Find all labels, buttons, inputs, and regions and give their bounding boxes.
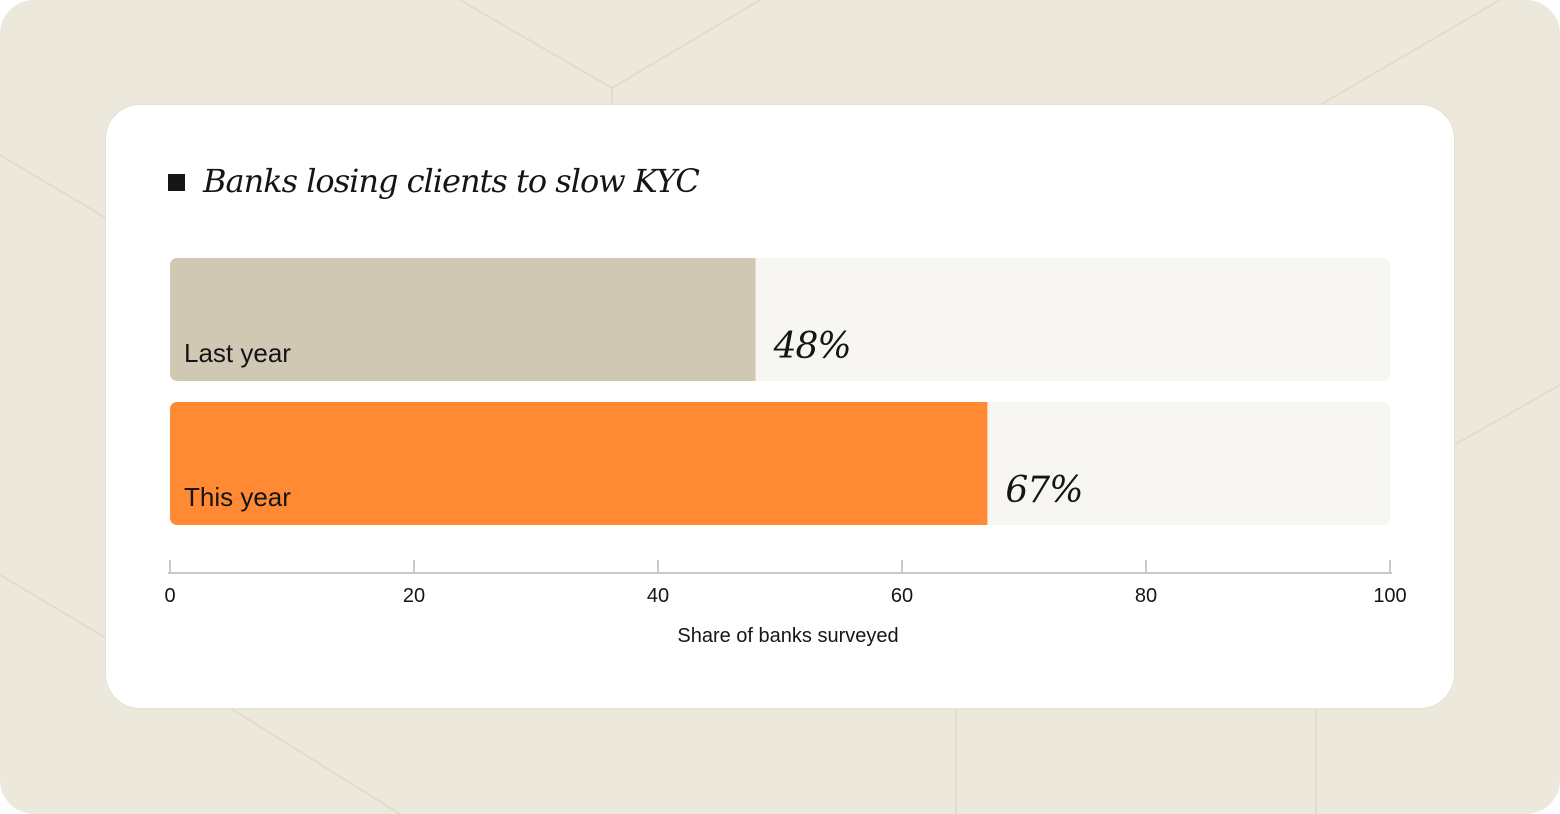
- chart-title: Banks losing clients to slow KYC: [203, 162, 700, 200]
- title-marker-icon: [168, 173, 185, 191]
- x-axis-title: Share of banks surveyed: [677, 625, 898, 647]
- x-tick-label: 60: [891, 585, 913, 607]
- bar-value-label: 48%: [773, 326, 851, 367]
- bar-category-label: This year: [184, 482, 291, 512]
- bar-last-year: [170, 258, 756, 381]
- x-tick-label: 100: [1373, 585, 1406, 607]
- x-tick-label: 20: [403, 585, 425, 607]
- x-tick-label: 80: [1135, 585, 1157, 607]
- x-tick-label: 40: [647, 585, 669, 607]
- bar-category-label: Last year: [184, 338, 291, 368]
- chart-title-row: Banks losing clients to slow KYC: [168, 157, 700, 205]
- bar-value-label: 67%: [1005, 470, 1082, 511]
- bar-this-year: [170, 402, 988, 525]
- chart-card: Banks losing clients to slow KYC Last ye…: [106, 105, 1454, 708]
- bar-chart: Last year 48% This year 67% 0 20 40 60 80 100 Shar…: [164, 258, 1407, 647]
- x-tick-label: 0: [164, 585, 175, 607]
